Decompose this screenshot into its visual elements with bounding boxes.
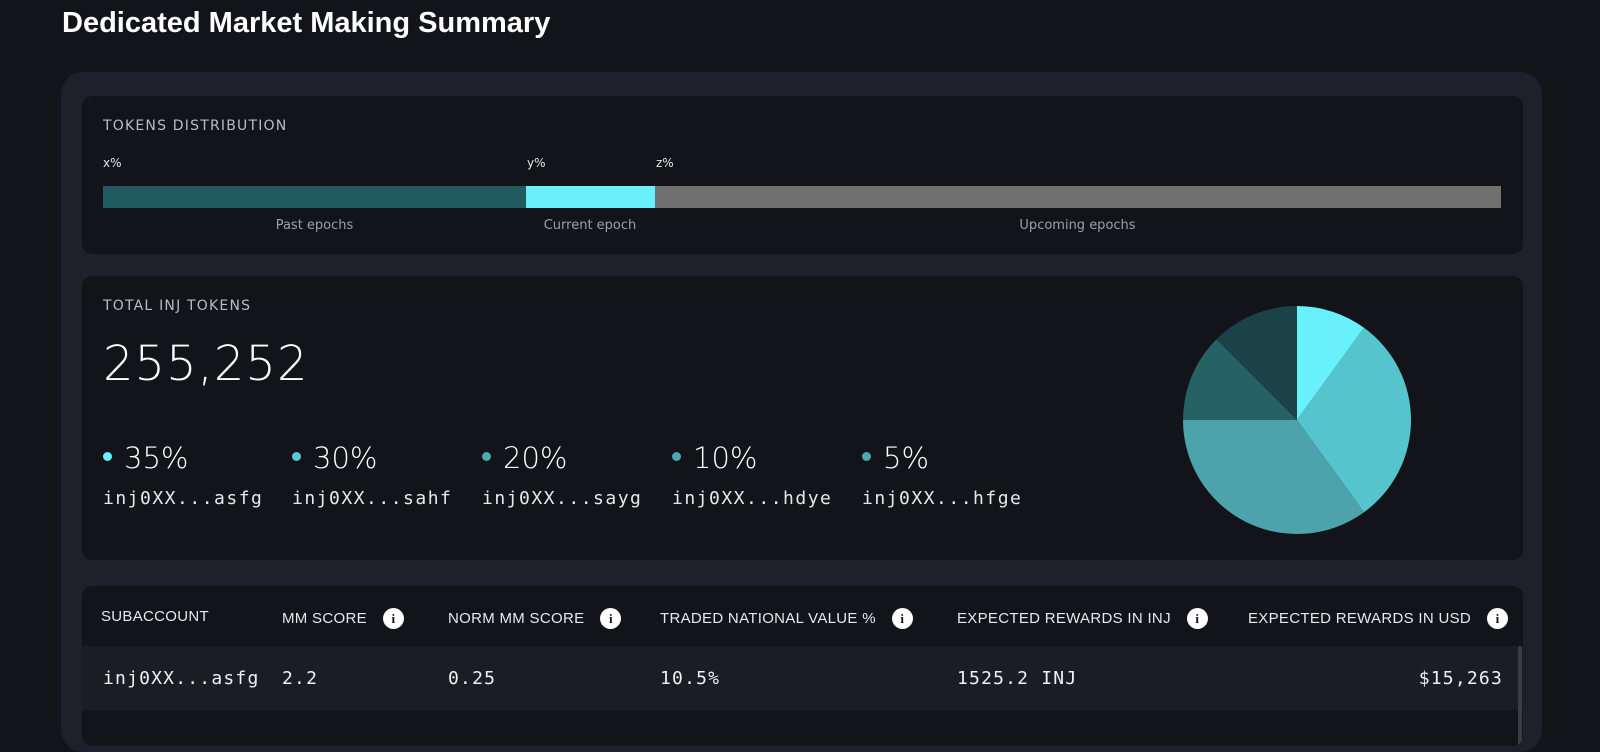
pie-slice-5: [1216, 306, 1297, 420]
header-label: MM SCORE: [282, 610, 367, 627]
legend-dot: [672, 452, 681, 461]
header-subaccount: SUBACCOUNT: [101, 608, 209, 625]
total-inj-tokens-value: 255,252: [103, 336, 309, 392]
legend-address: inj0XX...asfg: [103, 488, 264, 509]
tokens-distribution-title: TOKENS DISTRIBUTION: [103, 118, 288, 134]
cell-rewards-usd: $15,263: [1418, 668, 1503, 689]
table-row[interactable]: inj0XX...asfg 2.2 0.25 10.5% 1525.2 INJ …: [82, 646, 1523, 710]
cell-subaccount: inj0XX...asfg: [103, 668, 260, 689]
header-label: EXPECTED REWARDS IN USD: [1248, 610, 1472, 627]
current-epoch-segment: [526, 186, 655, 208]
table-header: SUBACCOUNT MM SCORE i NORM MM SCORE i TRAD…: [82, 586, 1523, 646]
marker-x: x%: [103, 156, 122, 170]
header-rewards-usd: EXPECTED REWARDS IN USD i: [1248, 608, 1509, 629]
legend-address: inj0XX...sayg: [482, 488, 643, 509]
total-inj-tokens-card: TOTAL INJ TOKENS 255,252 35% inj0XX...as…: [82, 276, 1523, 560]
distribution-bar: [103, 186, 1501, 208]
table-scrollbar[interactable]: [1518, 646, 1522, 746]
token-pie-chart: [1177, 300, 1417, 540]
tokens-distribution-card: TOKENS DISTRIBUTION x% y% z% Past epochs…: [82, 96, 1523, 254]
page-title: Dedicated Market Making Summary: [62, 7, 551, 39]
pie-slice-3: [1183, 420, 1365, 534]
cell-mm-score: 2.2: [282, 668, 319, 689]
legend-percent: 5%: [883, 441, 930, 475]
header-rewards-inj: EXPECTED REWARDS IN INJ i: [957, 608, 1208, 629]
cell-norm-mm-score: 0.25: [448, 668, 497, 689]
legend-dot: [103, 452, 112, 461]
header-label: NORM MM SCORE: [448, 610, 585, 627]
pie-slice-4: [1183, 339, 1297, 420]
legend-address: inj0XX...hdye: [672, 488, 833, 509]
marker-z: z%: [656, 156, 674, 170]
legend-percent: 20%: [503, 441, 568, 475]
cell-traded-value: 10.5%: [660, 668, 721, 689]
info-icon[interactable]: i: [600, 608, 622, 629]
legend-percent: 10%: [693, 441, 758, 475]
legend-address: inj0XX...hfge: [862, 488, 1023, 509]
info-icon[interactable]: i: [1487, 608, 1509, 629]
legend-dot: [862, 452, 871, 461]
past-epochs-segment: [103, 186, 527, 208]
upcoming-epochs-segment: [654, 186, 1501, 208]
header-label: SUBACCOUNT: [101, 608, 210, 625]
legend-address: inj0XX...sahf: [292, 488, 453, 509]
info-icon[interactable]: i: [1186, 608, 1208, 629]
cell-rewards-inj: 1525.2 INJ: [957, 668, 1078, 689]
pie-svg: [1183, 306, 1411, 534]
marker-y: y%: [527, 156, 546, 170]
pie-slice-1: [1297, 306, 1365, 420]
legend-dot: [482, 452, 491, 461]
current-epoch-label: Current epoch: [543, 218, 637, 233]
pie-slice-2: [1297, 327, 1411, 513]
total-inj-tokens-title: TOTAL INJ TOKENS: [103, 298, 252, 314]
header-norm-mm-score: NORM MM SCORE i: [448, 608, 622, 629]
legend-percent: 35%: [124, 441, 189, 475]
header-label: EXPECTED REWARDS IN INJ: [957, 610, 1171, 627]
past-epochs-label: Past epochs: [275, 218, 354, 233]
legend-dot: [292, 452, 301, 461]
upcoming-epochs-label: Upcoming epochs: [1019, 218, 1136, 233]
header-label: TRADED NATIONAL VALUE %: [660, 610, 876, 627]
info-icon[interactable]: i: [382, 608, 404, 629]
subaccount-table: SUBACCOUNT MM SCORE i NORM MM SCORE i TRAD…: [82, 586, 1523, 746]
info-icon[interactable]: i: [891, 608, 913, 629]
legend-percent: 30%: [313, 441, 378, 475]
header-traded-value: TRADED NATIONAL VALUE % i: [660, 608, 913, 629]
header-mm-score: MM SCORE i: [282, 608, 404, 629]
